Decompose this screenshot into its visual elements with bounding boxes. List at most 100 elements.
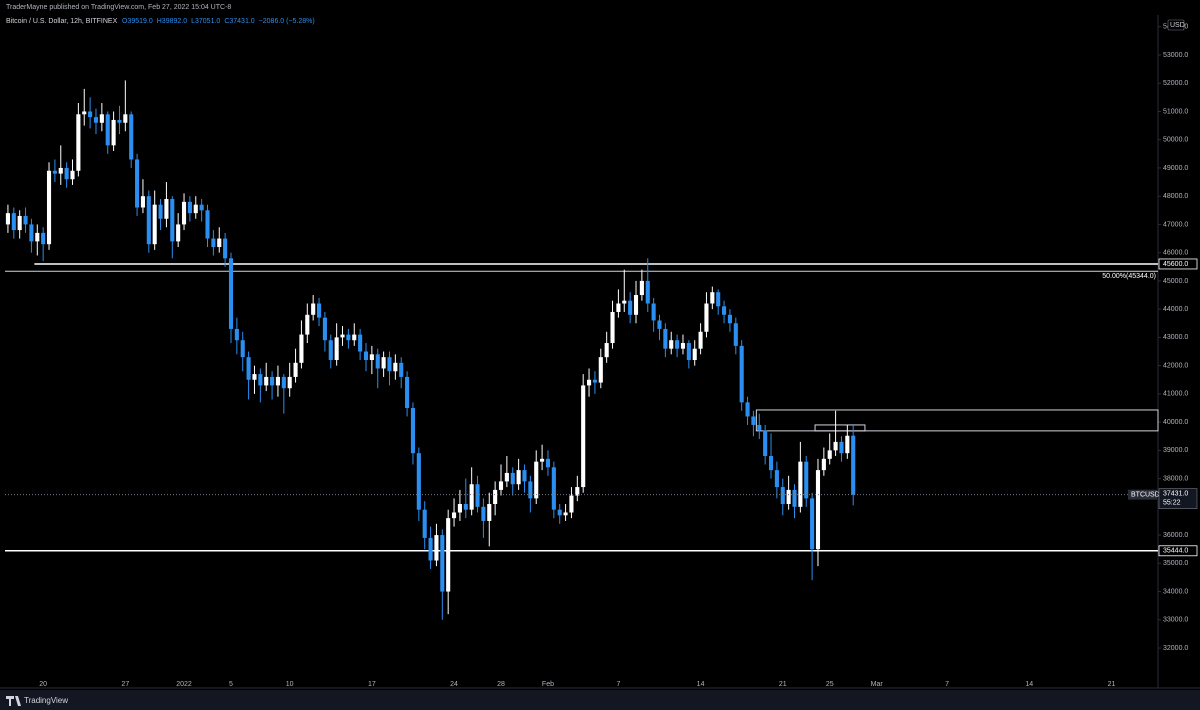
- candle-body: [52, 170, 57, 174]
- candle-body: [375, 354, 380, 369]
- candle-body: [739, 345, 744, 403]
- candle-body: [645, 280, 650, 304]
- candle-body: [451, 512, 457, 519]
- x-tick-label: 5: [229, 681, 233, 688]
- candle-body: [322, 317, 327, 341]
- ohlc-value: −2086.0 (−5.28%): [259, 18, 315, 25]
- currency-badge-box: [1167, 19, 1185, 31]
- y-tick-label: 47000.0: [1163, 221, 1188, 228]
- candle-body: [270, 376, 275, 386]
- level-label: 35444.0: [1163, 548, 1188, 555]
- candle-body: [105, 114, 110, 146]
- countdown: 55:22: [1163, 500, 1181, 507]
- candle-body: [293, 362, 298, 377]
- zone-box: [814, 424, 866, 432]
- candle-body: [487, 504, 492, 521]
- candle-body: [722, 306, 727, 315]
- level-label: 45600.0: [1163, 261, 1188, 268]
- x-tick-label: 7: [945, 681, 949, 688]
- candle-body: [217, 238, 222, 248]
- candle-body: [123, 114, 128, 123]
- candle-body: [316, 303, 322, 318]
- candle-body: [446, 518, 451, 592]
- candle-body: [205, 210, 210, 239]
- footer: TradingView: [0, 690, 1200, 710]
- x-tick-label: 14: [1025, 681, 1033, 688]
- candle-body: [399, 362, 404, 377]
- candle-body: [64, 167, 69, 180]
- candle-body: [393, 362, 398, 372]
- candle-body: [93, 117, 99, 123]
- y-tick-label: 39000.0: [1163, 447, 1188, 454]
- candle-body: [369, 354, 374, 360]
- candle-body: [810, 498, 815, 550]
- candle-body: [416, 453, 421, 510]
- candle-body: [252, 374, 257, 380]
- candle-body: [129, 114, 134, 160]
- candle-body: [563, 512, 568, 516]
- y-tick-label: 38000.0: [1163, 475, 1188, 482]
- candle-body: [692, 348, 697, 360]
- y-tick-label: 44000.0: [1163, 306, 1188, 313]
- candle-body: [851, 435, 856, 495]
- candle-body: [358, 334, 363, 352]
- y-tick-label: 49000.0: [1163, 165, 1188, 172]
- candle-body: [246, 357, 251, 380]
- candle-body: [328, 340, 333, 360]
- candle-body: [780, 487, 785, 505]
- ohlc-value: C37431.0: [224, 18, 254, 25]
- candle-body: [41, 232, 46, 245]
- y-tick-label: 32000.0: [1163, 645, 1188, 652]
- y-tick-label: 35000.0: [1163, 560, 1188, 567]
- candle-body: [88, 111, 93, 118]
- y-tick-label: 53000.0: [1163, 52, 1188, 59]
- candle-body: [786, 489, 791, 505]
- candle-body: [833, 441, 838, 451]
- y-tick-label: 46000.0: [1163, 250, 1188, 257]
- level-label-box: [1158, 545, 1198, 557]
- ohlc-value: H39892.0: [157, 18, 187, 25]
- candle-body: [46, 170, 52, 245]
- candle-body: [275, 376, 281, 386]
- candle-body: [704, 303, 709, 332]
- candle-body: [598, 357, 603, 383]
- candle-body: [381, 357, 386, 369]
- candle-body: [610, 311, 615, 344]
- candle-body: [504, 472, 509, 482]
- candle-body: [187, 201, 192, 214]
- candle-body: [551, 467, 556, 510]
- candle-body: [111, 119, 116, 146]
- candle-body: [534, 461, 539, 499]
- candle-body: [733, 323, 738, 346]
- candle-body: [622, 300, 627, 304]
- candle-body: [422, 509, 427, 538]
- candle-body: [845, 435, 850, 454]
- candle-body: [540, 458, 545, 462]
- y-tick-label: 50000.0: [1163, 137, 1188, 144]
- candle-body: [710, 292, 715, 304]
- candle-body: [146, 196, 151, 245]
- candle-body: [299, 334, 304, 363]
- candle-body: [199, 204, 204, 211]
- x-tick-label: 7: [616, 681, 620, 688]
- symbol-tag-box: [1128, 489, 1157, 500]
- symbol-tag: BTCUSD: [1131, 492, 1160, 499]
- candle-body: [569, 495, 574, 513]
- candle-body: [240, 340, 245, 358]
- candle-body: [70, 170, 75, 180]
- candle-body: [774, 470, 779, 488]
- candle-body: [516, 470, 521, 485]
- candle-body: [11, 213, 16, 231]
- candle-body: [117, 119, 122, 123]
- price-label: 37431.0: [1163, 491, 1188, 498]
- chart-title: Bitcoin / U.S. Dollar, 12h, BITFINEX: [6, 18, 118, 25]
- x-tick-label: 2022: [176, 681, 192, 688]
- candle-body: [181, 201, 187, 225]
- candle-body: [757, 424, 762, 431]
- x-tick-label: 21: [1108, 681, 1116, 688]
- y-tick-label: 42000.0: [1163, 362, 1188, 369]
- price-label-box: [1158, 488, 1198, 509]
- candle-body: [135, 159, 140, 208]
- candle-body: [839, 441, 844, 454]
